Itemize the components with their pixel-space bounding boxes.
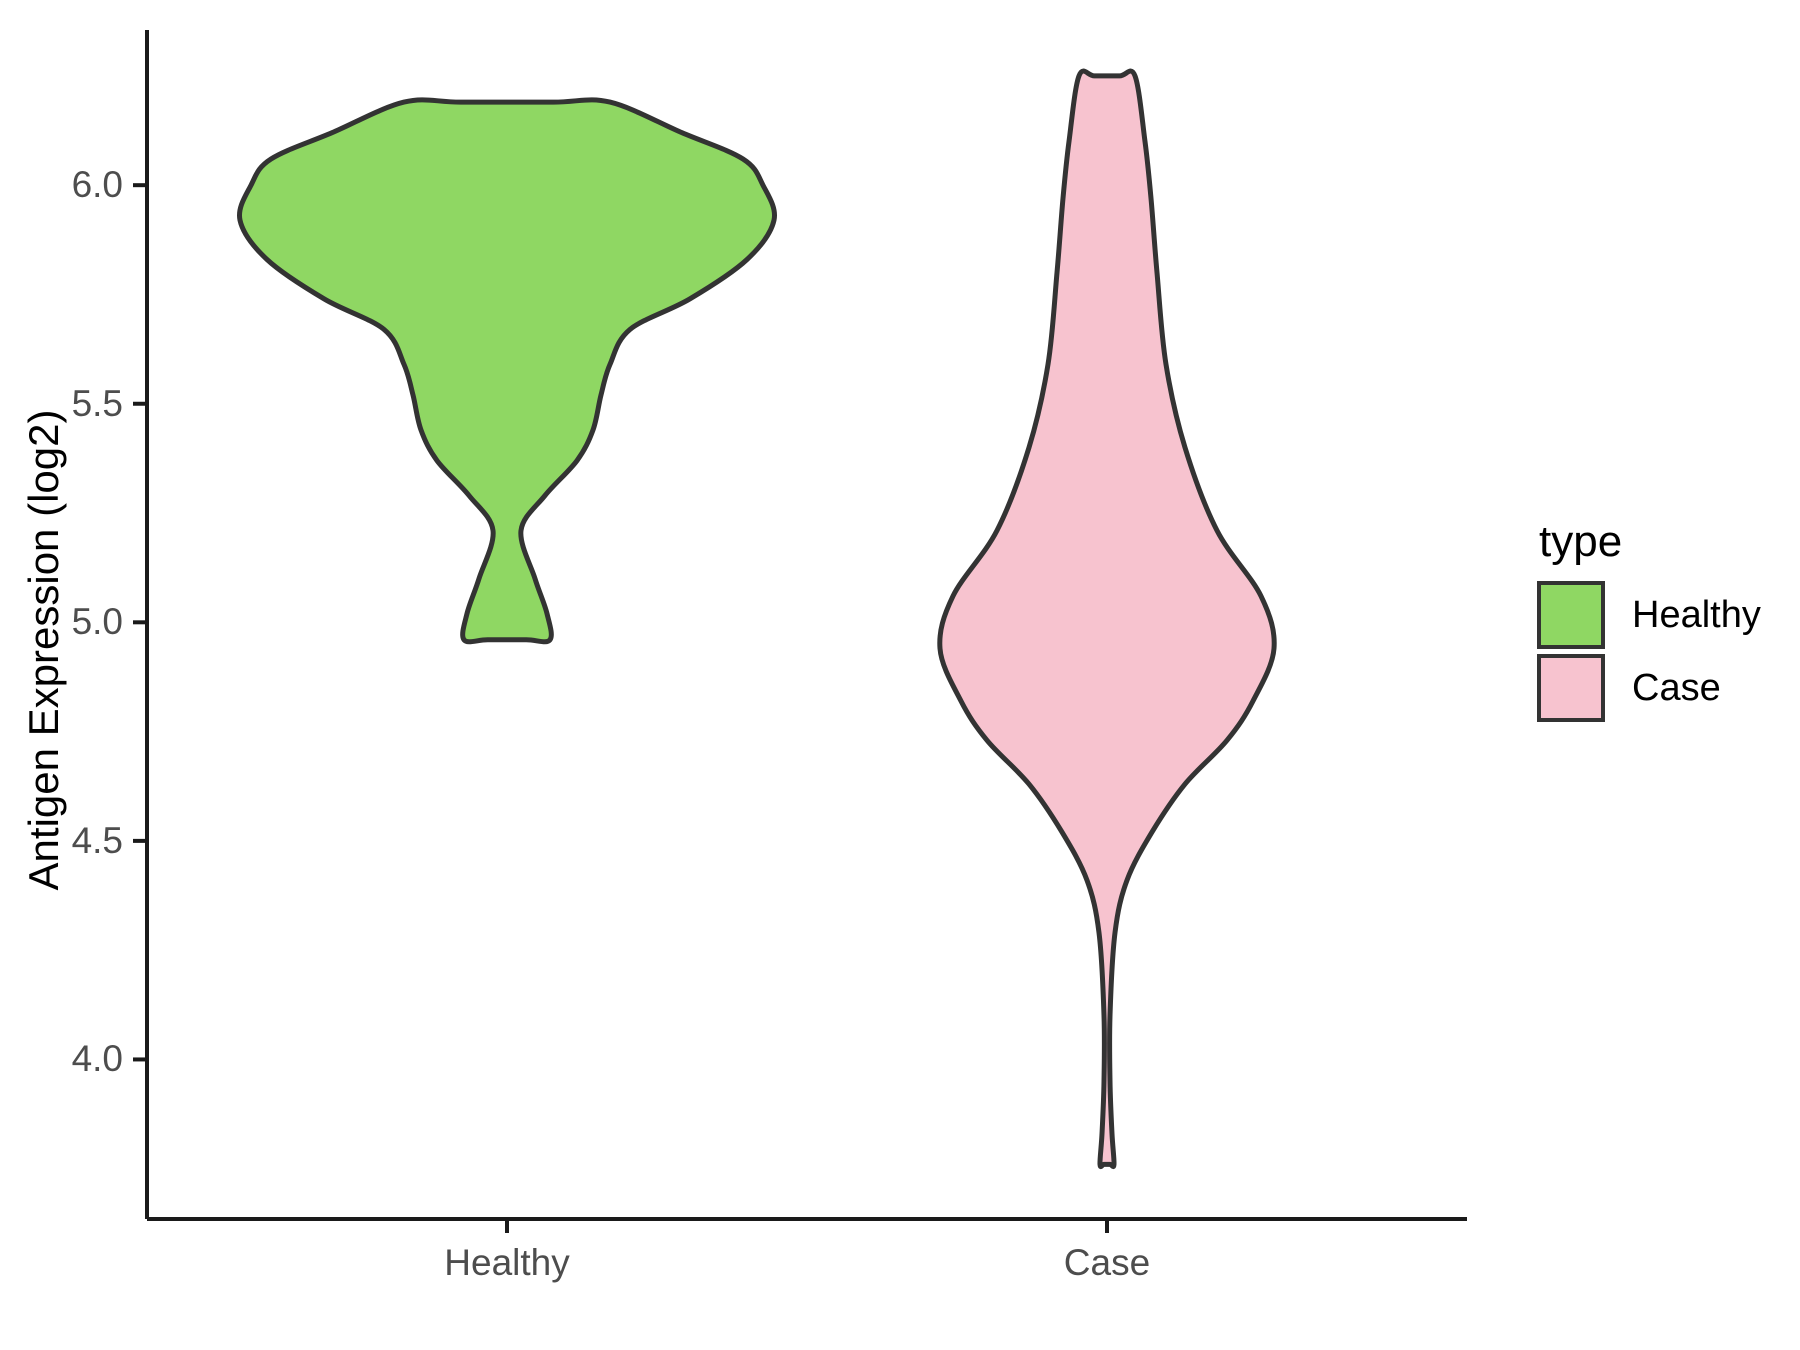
violin-case [937,68,1277,1170]
legend-key-case-swatch [1537,654,1605,722]
y-tick-label-5.0: 5.0 [71,601,123,643]
legend-key-healthy-swatch [1537,581,1605,649]
legend-item-case: Case [1537,654,1761,722]
legend-label-case: Case [1632,666,1721,709]
x-tick-label-healthy: Healthy [444,1242,570,1283]
y-tick-label-4.5: 4.5 [71,819,123,861]
violin-healthy [236,97,778,645]
legend-item-healthy: Healthy [1537,581,1761,649]
y-tick-label-6.0: 6.0 [71,164,123,206]
legend-title: type [1539,517,1623,566]
x-tick-label-case: Case [1063,1242,1151,1283]
legend-label-healthy: Healthy [1632,593,1761,636]
legend: type Healthy Case [1537,516,1761,727]
y-tick-label-4.0: 4.0 [71,1038,123,1080]
y-tick-label-5.5: 5.5 [71,382,123,424]
